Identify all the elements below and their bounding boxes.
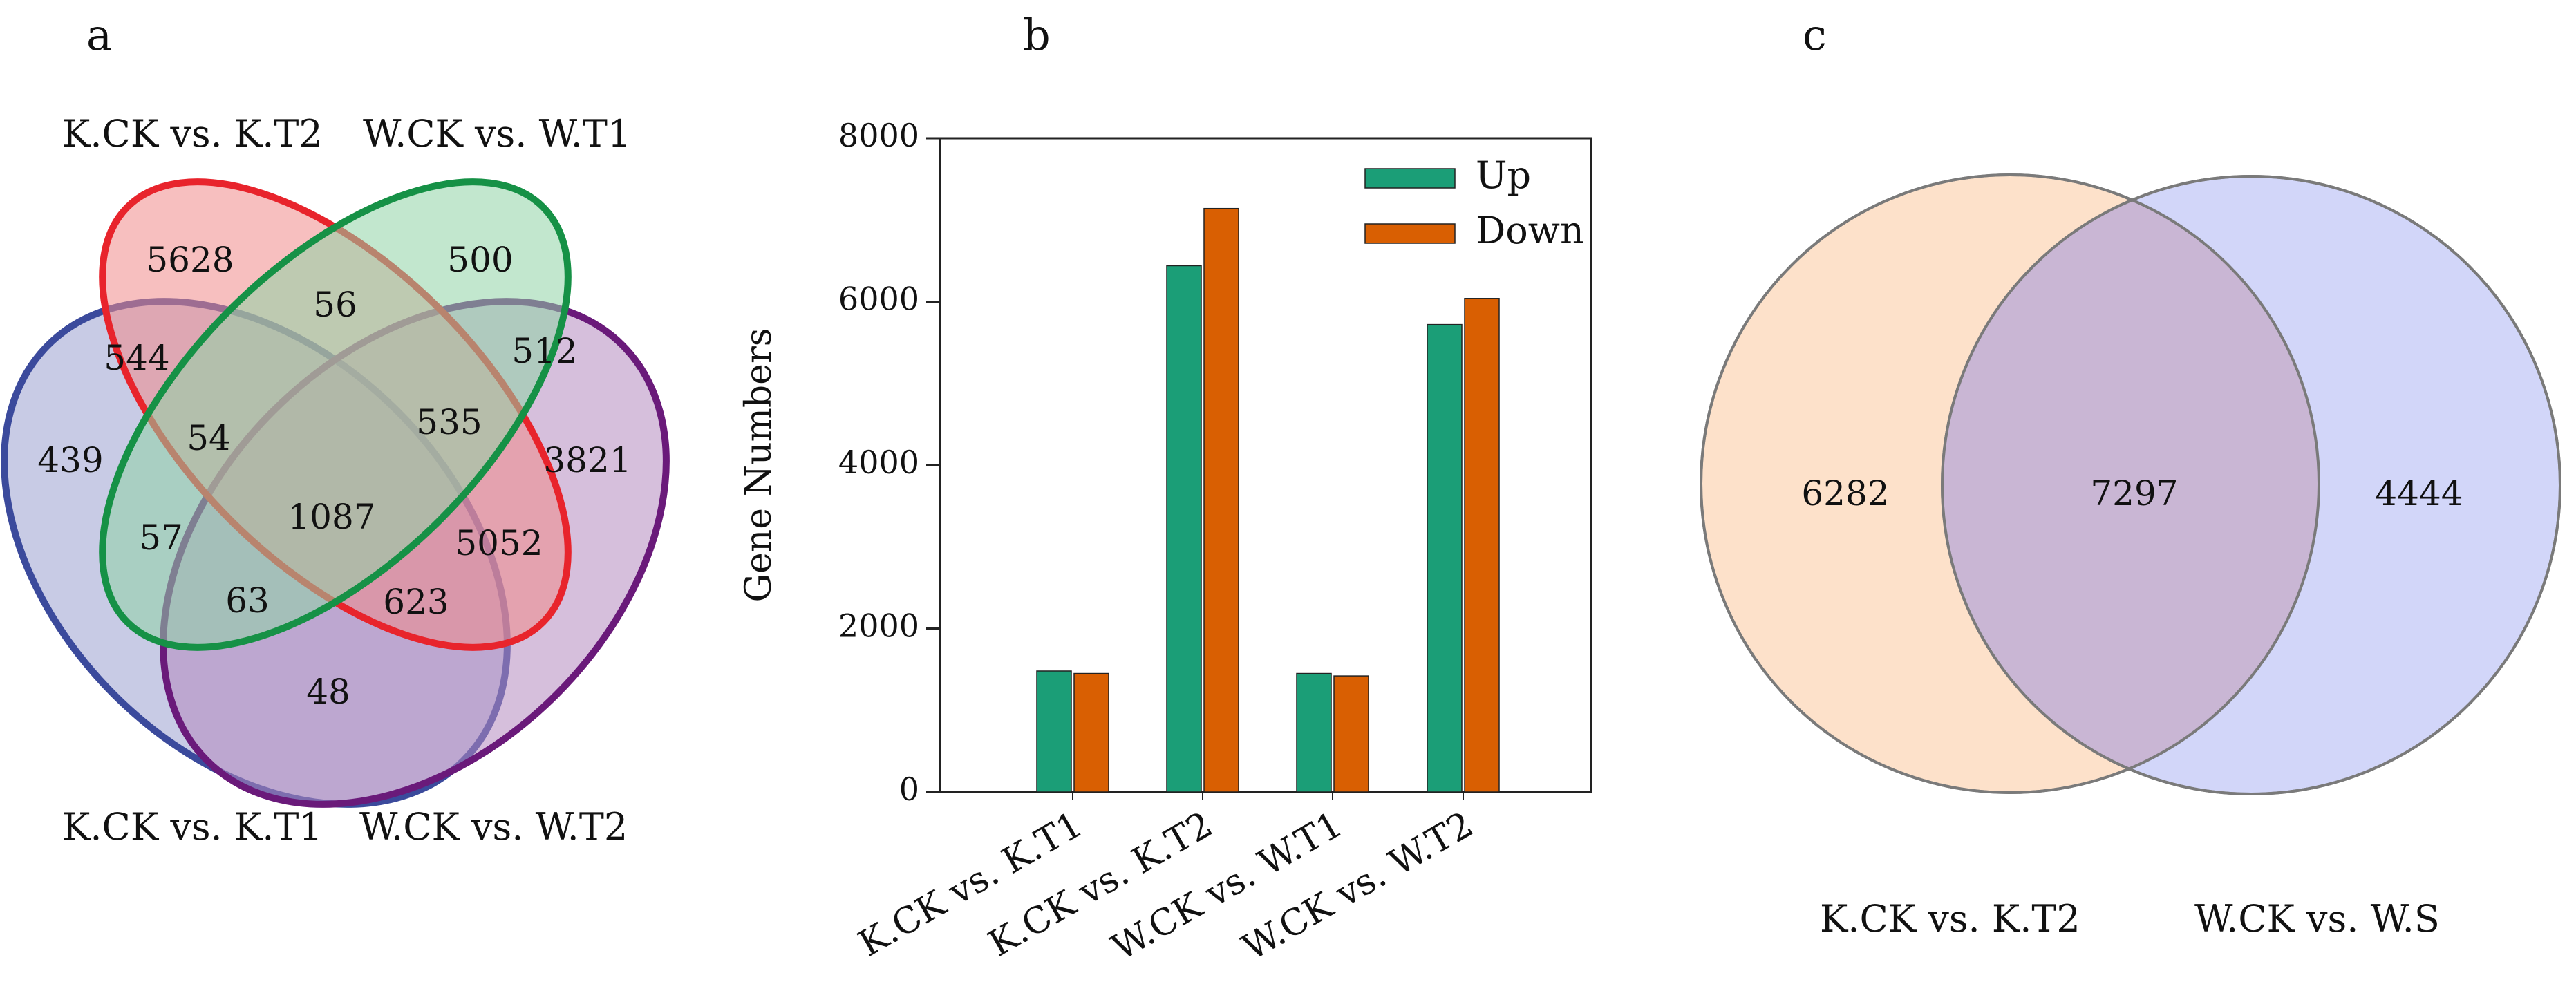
venn-a-region-k-t2-w-t1: 56 <box>313 285 357 325</box>
y-tick-label-1: 2000 <box>838 607 919 645</box>
venn-a-region-w-t1-w-t2: 512 <box>511 331 577 371</box>
venn-a-region-k-t2-w-t2: 5052 <box>455 523 543 563</box>
venn-c-left-outline <box>1700 173 2320 794</box>
panel-a-letter: a <box>86 10 112 60</box>
venn-c-label-left: K.CK vs. K.T2 <box>1820 897 2080 941</box>
venn-c-label-right: W.CK vs. W.S <box>2194 897 2440 941</box>
panel-b-letter: b <box>1023 10 1051 60</box>
y-tick-label-3: 6000 <box>838 281 919 318</box>
x-tick-label-1: K.CK vs. K.T2 <box>981 804 1219 965</box>
y-tick-label-2: 4000 <box>838 444 919 481</box>
panel-b: b 0 2000 4000 6000 8000 Gene Numbers K.CK vs. … <box>738 10 1592 969</box>
bar-down-2 <box>1333 675 1369 793</box>
venn-c-region-right: 4444 <box>2375 473 2463 513</box>
legend-swatch-down <box>1364 223 1456 244</box>
venn-a-label-w-t2: W.CK vs. W.T2 <box>359 805 628 849</box>
legend-swatch-up <box>1364 168 1456 189</box>
bar-up-1 <box>1166 265 1202 793</box>
venn-a-region-k-t1-w-t1: 57 <box>139 518 183 558</box>
venn-c-right-outline <box>1941 175 2561 795</box>
venn-c-overlap <box>1943 200 2319 768</box>
bar-down-0 <box>1073 672 1109 793</box>
venn-c-region-overlap: 7297 <box>2090 473 2178 513</box>
bar-down-1 <box>1203 207 1239 793</box>
y-tick-label-0: 0 <box>899 771 919 808</box>
venn-a-set-w-t1 <box>99 178 572 651</box>
venn-a-region-k-t2-w-t1-w-t2: 535 <box>416 402 482 442</box>
x-tick-label-3: W.CK vs. W.T2 <box>1236 804 1480 969</box>
legend-label-down: Down <box>1476 209 1584 252</box>
x-tick-label-0: K.CK vs. K.T1 <box>852 804 1089 965</box>
venn-a-label-k-t1: K.CK vs. K.T1 <box>62 805 323 849</box>
legend-label-up: Up <box>1476 153 1531 197</box>
venn-a-label-w-t1: W.CK vs. W.T1 <box>363 112 631 155</box>
bar-up-3 <box>1427 323 1463 793</box>
venn-a-region-w-t1-only: 500 <box>447 240 513 280</box>
venn-a-region-k-t1-w-t2: 48 <box>306 672 350 712</box>
venn-a-region-k-t1-only: 439 <box>37 440 103 480</box>
venn-a-region-k-t2-k-t1-w-t1: 54 <box>187 418 231 458</box>
venn-a-region-k-t1-k-t2-w-t2: 623 <box>383 582 449 622</box>
venn-a-region-k-t1-w-t1-w-t2: 63 <box>225 580 270 621</box>
x-tick-label-2: W.CK vs. W.T1 <box>1105 804 1350 969</box>
venn-a-region-k-t2-only: 5628 <box>146 240 234 280</box>
bar-up-2 <box>1296 672 1332 793</box>
venn-c-region-left: 6282 <box>1801 473 1889 513</box>
panel-a: a K.CK vs. K.T2 W.CK vs. W.T1 K.CK vs. K… <box>1 10 670 849</box>
bar-down-3 <box>1464 298 1500 793</box>
bar-chart: 0 2000 4000 6000 8000 Gene Numbers K.CK vs. K.… <box>738 117 1592 969</box>
bar-up-0 <box>1036 670 1072 793</box>
panel-c: c 6282 7297 4444 K.CK vs. K.T2 W.CK vs. … <box>1700 10 2561 941</box>
y-tick-label-4: 8000 <box>838 117 919 154</box>
venn-a-region-k-t2-k-t1: 544 <box>104 338 169 378</box>
venn-a-label-k-t2: K.CK vs. K.T2 <box>62 112 323 155</box>
panel-c-letter: c <box>1803 10 1827 60</box>
venn-a-region-w-t2-only: 3821 <box>543 440 631 480</box>
y-axis-title: Gene Numbers <box>738 328 780 602</box>
venn-a-region-all-four: 1087 <box>288 497 375 537</box>
